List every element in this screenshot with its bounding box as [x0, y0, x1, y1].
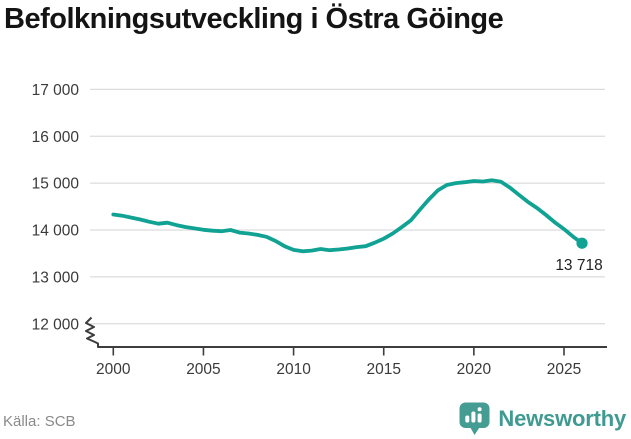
x-tick-label: 2005	[186, 361, 220, 378]
y-tick-label: 15 000	[32, 176, 80, 193]
brand-name: Newsworthy	[498, 405, 626, 431]
y-tick-label: 14 000	[32, 223, 80, 240]
chart-title: Befolkningsutveckling i Östra Göinge	[4, 3, 504, 35]
end-value-label: 13 718	[555, 257, 602, 274]
y-tick-label: 17 000	[32, 82, 80, 99]
source-label: Källa: SCB	[3, 413, 76, 430]
newsworthy-logo[interactable]: Newsworthy	[459, 402, 626, 435]
y-tick-label: 12 000	[32, 316, 80, 333]
x-tick-label: 2020	[457, 361, 492, 378]
x-tick-label: 2010	[276, 361, 311, 378]
population-series-line	[111, 178, 584, 254]
y-tick-label: 16 000	[32, 129, 80, 146]
bar-chart-speech-bubble-icon	[459, 402, 490, 435]
x-tick-label: 2000	[96, 361, 131, 378]
y-tick-label: 13 000	[32, 269, 80, 286]
x-axis-line	[85, 316, 607, 348]
x-tick-label: 2015	[366, 361, 400, 378]
x-tick-label: 2025	[547, 361, 581, 378]
end-dot	[576, 237, 588, 249]
